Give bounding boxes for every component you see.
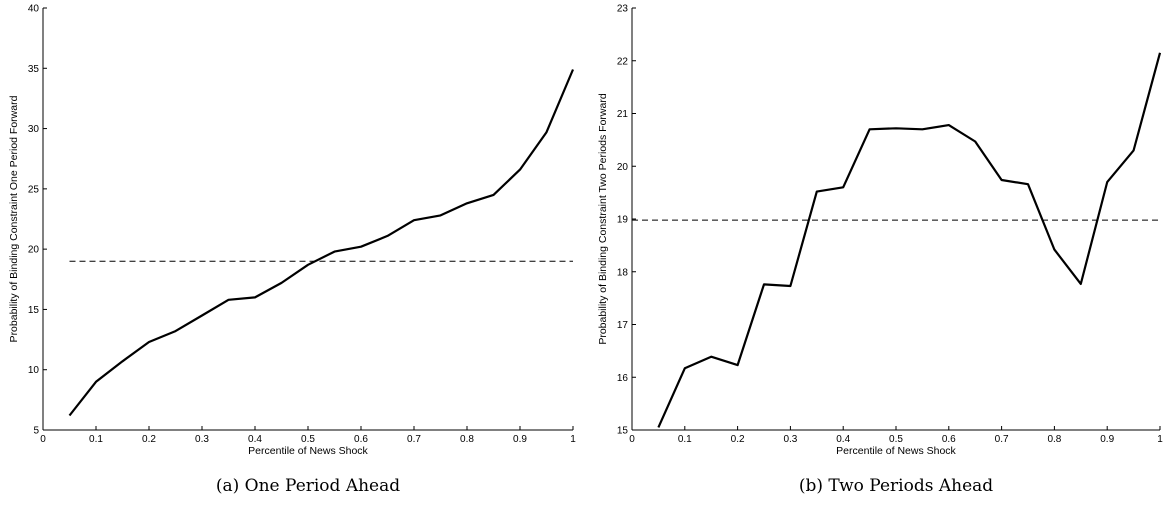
x-tick-label: 0.1	[89, 434, 103, 445]
y-tick-label: 40	[28, 4, 40, 15]
x-tick-label: 1	[570, 434, 576, 445]
panel-caption: (a) One Period Ahead	[216, 476, 400, 496]
plot-area	[632, 52, 1162, 428]
y-tick-label: 19	[617, 215, 629, 226]
series-line	[657, 52, 1162, 428]
x-tick-label: 0.6	[354, 434, 368, 445]
x-tick-label: 0.8	[460, 434, 474, 445]
y-tick-label: 25	[28, 184, 40, 195]
x-tick-label: 0.4	[248, 434, 262, 445]
y-tick-label: 35	[28, 64, 40, 75]
y-tick-label: 17	[617, 320, 629, 331]
y-tick-label: 23	[617, 4, 629, 15]
x-tick-label: 0.5	[889, 434, 903, 445]
x-tick-label: 0.3	[783, 434, 797, 445]
x-tick-label: 0	[40, 434, 46, 445]
x-tick-label: 0.2	[731, 434, 745, 445]
x-tick-label: 0.1	[678, 434, 692, 445]
x-tick-label: 0.8	[1047, 434, 1061, 445]
x-tick-label: 0.7	[407, 434, 421, 445]
x-tick-label: 0.9	[513, 434, 527, 445]
y-axis-label: Probability of Binding Constraint One Pe…	[8, 95, 20, 342]
x-tick-label: 0.7	[995, 434, 1009, 445]
y-tick-label: 22	[617, 56, 629, 67]
x-tick-label: 0.4	[836, 434, 850, 445]
y-tick-label: 20	[28, 245, 40, 256]
y-tick-label: 15	[617, 426, 629, 437]
axes: 0 0.1 0.2 0.3 0.4 0.5 0.6 0.7 0.8 0.9 151015202530…	[28, 4, 576, 446]
y-tick-label: 21	[617, 109, 629, 120]
x-tick-label: 0.2	[142, 434, 156, 445]
x-tick-label: 1	[1157, 434, 1163, 445]
x-tick-label: 0.5	[301, 434, 315, 445]
y-tick-label: 16	[617, 373, 629, 384]
y-tick-label: 15	[28, 305, 40, 316]
x-tick-label: 0	[629, 434, 635, 445]
x-axis-label: Percentile of News Shock	[836, 445, 956, 457]
x-axis-label: Percentile of News Shock	[248, 445, 368, 457]
y-tick-label: 20	[617, 162, 629, 173]
series-line	[68, 69, 575, 417]
y-axis-label: Probability of Binding Constraint Two Pe…	[597, 93, 609, 345]
y-tick-label: 18	[617, 267, 629, 278]
y-tick-label: 5	[33, 426, 39, 437]
panel-caption: (b) Two Periods Ahead	[799, 476, 993, 496]
chart-one-period-ahead: 0 0.1 0.2 0.3 0.4 0.5 0.6 0.7 0.8 0.9 151015202530…	[8, 4, 576, 497]
plot-area	[68, 69, 575, 417]
chart-two-periods-ahead: 0 0.1 0.2 0.3 0.4 0.5 0.6 0.7 0.8 0.9 1 15 16 17 18 19 2…	[597, 4, 1163, 497]
x-tick-label: 0.3	[195, 434, 209, 445]
y-tick-label: 30	[28, 124, 40, 135]
x-tick-label: 0.6	[942, 434, 956, 445]
y-tick-label: 10	[28, 365, 40, 376]
axes: 0 0.1 0.2 0.3 0.4 0.5 0.6 0.7 0.8 0.9 1 15 16 17 18 19 2…	[617, 4, 1163, 446]
x-tick-label: 0.9	[1100, 434, 1114, 445]
